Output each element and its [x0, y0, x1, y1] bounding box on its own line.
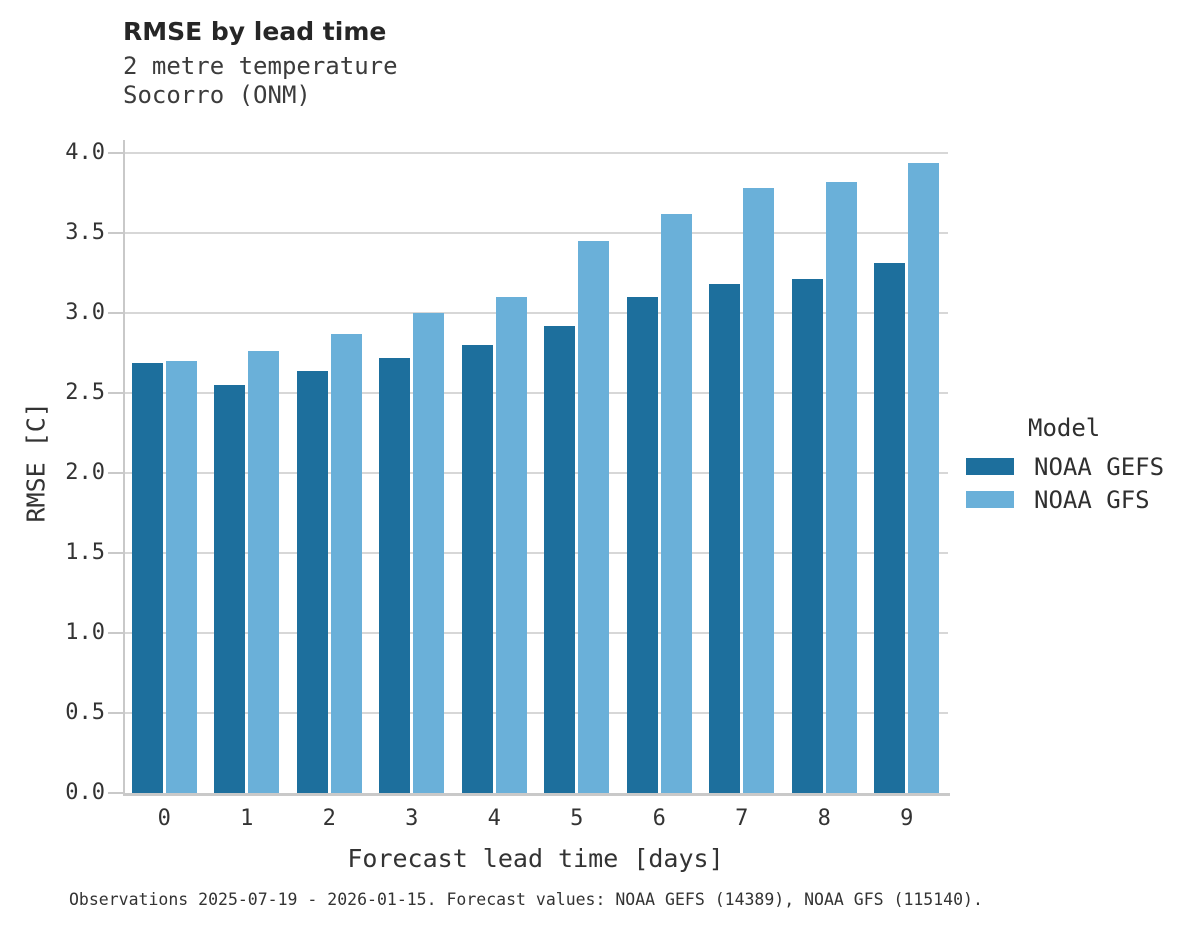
gridline [123, 712, 948, 714]
y-tick-mark [108, 552, 123, 554]
bar-noaa-gefs [626, 297, 658, 793]
x-axis-label: Forecast lead time [days] [347, 844, 724, 873]
legend-items: NOAA GEFS NOAA GFS [966, 450, 1164, 516]
y-tick-mark [108, 392, 123, 394]
legend-swatch [966, 458, 1014, 475]
y-tick-label: 3.0 [65, 300, 105, 325]
y-tick-mark [108, 312, 123, 314]
y-tick-label: 2.5 [65, 380, 105, 405]
chart-subtitle-variable: 2 metre temperature [123, 52, 398, 80]
x-tick-label: 6 [652, 806, 666, 831]
bar-noaa-gfs [330, 333, 362, 793]
y-tick-label: 4.0 [65, 140, 105, 165]
bar-noaa-gefs [131, 362, 163, 793]
gridline [123, 232, 948, 234]
bar-noaa-gfs [495, 297, 527, 793]
y-tick-mark [108, 152, 123, 154]
bar-noaa-gfs [413, 313, 445, 793]
x-tick-label: 0 [157, 806, 171, 831]
gridline [123, 392, 948, 394]
legend-item: NOAA GFS [966, 483, 1164, 516]
bar-noaa-gefs [544, 325, 576, 793]
x-tick-label: 3 [405, 806, 419, 831]
gridline [123, 312, 948, 314]
y-tick-label: 0.5 [65, 700, 105, 725]
y-tick-label: 3.5 [65, 220, 105, 245]
chart-title: RMSE by lead time [123, 17, 387, 46]
bar-noaa-gefs [379, 357, 411, 793]
bar-noaa-gfs [248, 351, 280, 793]
y-tick-label: 1.0 [65, 620, 105, 645]
y-tick-label: 2.0 [65, 460, 105, 485]
y-tick-label: 1.5 [65, 540, 105, 565]
x-tick-label: 2 [322, 806, 336, 831]
bar-noaa-gfs [578, 241, 610, 793]
bar-noaa-gefs [874, 263, 906, 793]
bar-noaa-gfs [660, 213, 692, 793]
plot-area [108, 141, 948, 794]
y-tick-mark [108, 232, 123, 234]
x-axis-spine [123, 793, 950, 796]
legend-item-label: NOAA GFS [1034, 485, 1150, 514]
bar-noaa-gefs [296, 370, 328, 793]
x-tick-label: 7 [735, 806, 749, 831]
bar-noaa-gfs [165, 361, 197, 793]
legend-title: Model [1028, 414, 1101, 442]
bar-noaa-gfs [743, 188, 775, 793]
y-tick-label: 0.0 [65, 780, 105, 805]
gridline [123, 552, 948, 554]
y-axis-spine [123, 140, 125, 795]
bar-noaa-gefs [214, 385, 246, 793]
bar-noaa-gefs [461, 345, 493, 793]
caption: Observations 2025-07-19 - 2026-01-15. Fo… [69, 890, 983, 909]
bar-noaa-gfs [908, 162, 940, 793]
x-tick-label: 1 [240, 806, 254, 831]
y-tick-mark [108, 712, 123, 714]
x-tick-label: 8 [817, 806, 831, 831]
y-tick-mark [108, 632, 123, 634]
bar-noaa-gefs [709, 284, 741, 793]
chart-subtitle-station: Socorro (ONM) [123, 81, 311, 109]
legend: Model NOAA GEFS NOAA GFS [966, 414, 1164, 516]
legend-item: NOAA GEFS [966, 450, 1164, 483]
bar-noaa-gefs [791, 279, 823, 793]
y-tick-mark [108, 472, 123, 474]
x-tick-label: 9 [900, 806, 914, 831]
bar-noaa-gfs [825, 181, 857, 793]
legend-item-label: NOAA GEFS [1034, 452, 1165, 481]
gridline [123, 632, 948, 634]
y-tick-mark [108, 792, 123, 794]
x-tick-label: 4 [487, 806, 501, 831]
legend-swatch [966, 491, 1014, 508]
gridline [123, 472, 948, 474]
gridline [123, 152, 948, 154]
x-tick-label: 5 [570, 806, 584, 831]
